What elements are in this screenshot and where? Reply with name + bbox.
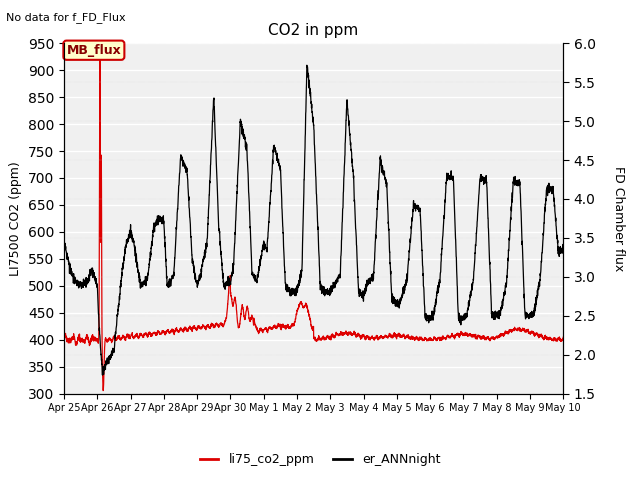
Y-axis label: LI7500 CO2 (ppm): LI7500 CO2 (ppm) [10,161,22,276]
Legend: li75_co2_ppm, er_ANNnight: li75_co2_ppm, er_ANNnight [195,448,445,471]
Text: MB_flux: MB_flux [67,44,121,57]
Title: CO2 in ppm: CO2 in ppm [268,23,359,38]
Y-axis label: FD Chamber flux: FD Chamber flux [612,166,625,271]
Text: No data for f_FD_Flux: No data for f_FD_Flux [6,12,126,23]
